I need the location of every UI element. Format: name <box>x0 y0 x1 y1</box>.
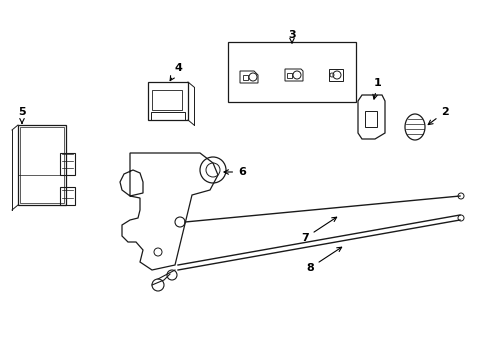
Bar <box>287 73 292 78</box>
Bar <box>20 127 64 203</box>
Bar <box>365 111 377 127</box>
Text: 3: 3 <box>288 30 296 43</box>
Bar <box>228 42 356 102</box>
Bar <box>60 187 75 205</box>
Bar <box>148 82 188 120</box>
Bar <box>243 75 248 80</box>
Text: 5: 5 <box>18 107 26 123</box>
Text: 1: 1 <box>373 78 382 99</box>
Text: 7: 7 <box>301 217 337 243</box>
Bar <box>151 112 185 120</box>
Bar <box>152 90 182 110</box>
Text: 4: 4 <box>170 63 182 81</box>
Bar <box>18 125 66 205</box>
Text: 2: 2 <box>428 107 449 125</box>
Text: 8: 8 <box>306 247 342 273</box>
Text: 6: 6 <box>224 167 246 177</box>
Bar <box>60 153 75 175</box>
